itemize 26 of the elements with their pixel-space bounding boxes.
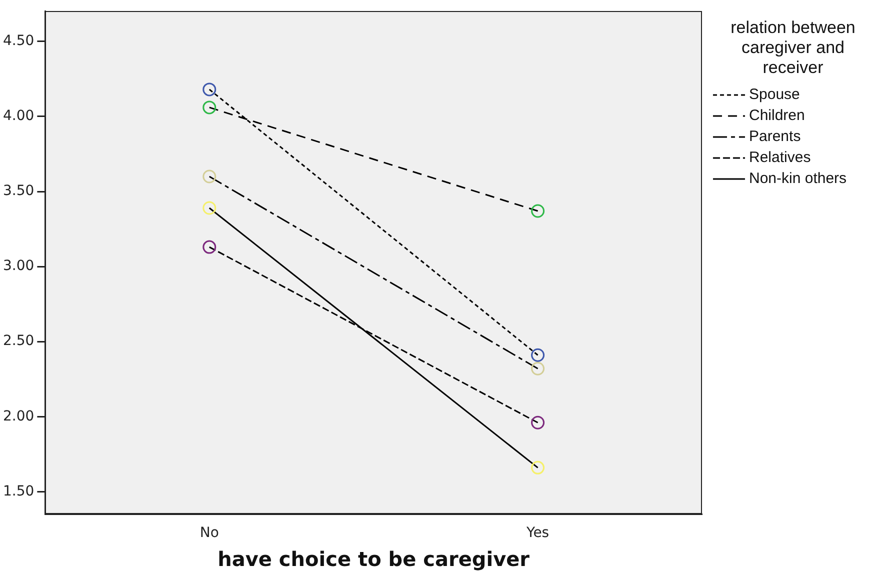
y-tick-label: 3.00: [3, 258, 34, 274]
y-tick-label: 1.50: [3, 483, 34, 500]
legend-label: Spouse: [749, 86, 800, 103]
x-tick-label: Yes: [525, 525, 550, 542]
y-tick-label: 2.00: [3, 408, 34, 424]
point: [202, 82, 216, 96]
y-tick-label: 2.50: [3, 333, 34, 350]
legend-label: Parents: [749, 128, 801, 145]
legend-title: relation between caregiver and receiver: [730, 18, 856, 78]
y-tick-label: 3.50: [3, 183, 34, 200]
y-tick-label: 4.00: [3, 108, 34, 124]
y-tick-label: 4.50: [3, 33, 34, 50]
legend-label: Children: [749, 107, 805, 124]
point: [531, 204, 545, 218]
x-axis-title: have choice to be caregiver: [218, 547, 530, 572]
point: [202, 170, 216, 184]
legend-label: Non-kin others: [749, 170, 847, 187]
point: [531, 362, 545, 376]
legend-label: Relatives: [749, 149, 811, 166]
point: [202, 100, 216, 114]
point: [202, 201, 216, 215]
point: [531, 460, 545, 474]
x-tick-label: No: [200, 525, 219, 542]
point: [531, 348, 545, 362]
point: [531, 416, 545, 430]
point: [202, 240, 216, 254]
